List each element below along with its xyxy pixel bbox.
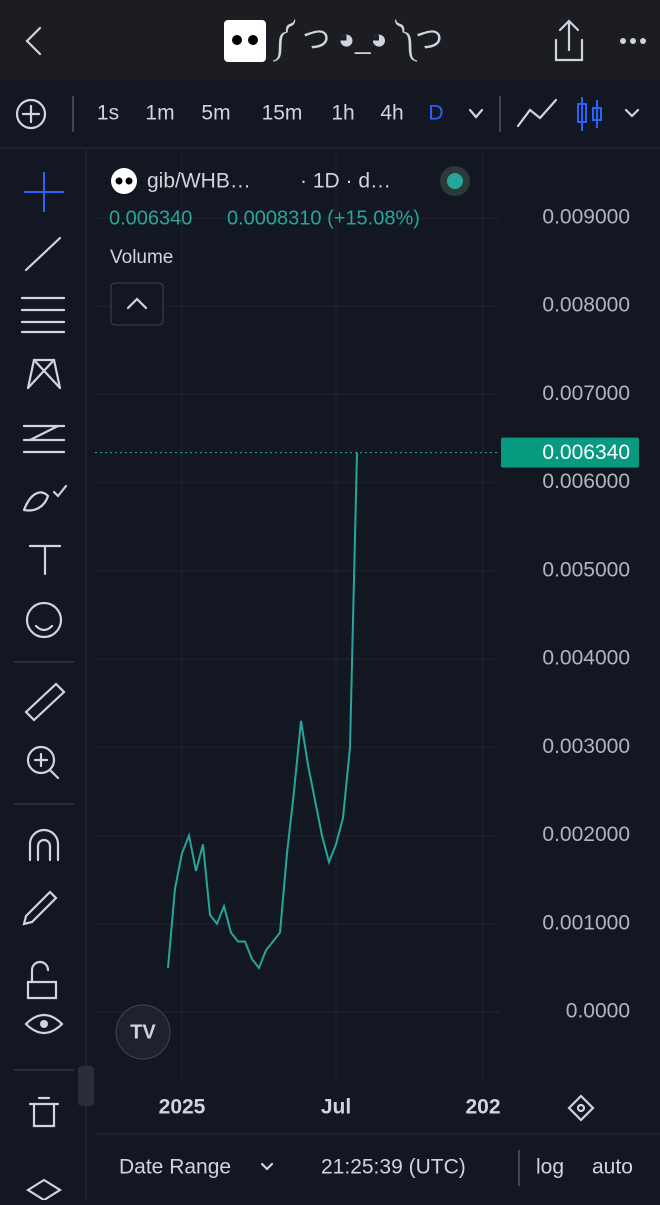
zoom-plus <box>33 752 60 780</box>
more-dot[interactable] <box>640 38 646 44</box>
projection-tool[interactable] <box>22 424 66 454</box>
token-icon <box>224 20 266 62</box>
tv-logo-mark: TV <box>130 1021 156 1043</box>
plot-area: 2025 Jul 202 0.009000 0.008000 0.007000 0.0060… <box>95 150 639 1119</box>
visibility-tool[interactable] <box>24 1013 64 1035</box>
x-tick-label: 202 <box>465 1096 500 1119</box>
trendline-tool[interactable] <box>24 236 62 272</box>
legend: gib/WHB… · 1D · d… 0.006340 0.0008310 (+… <box>109 166 470 326</box>
visibility-pupil <box>40 1020 48 1028</box>
x-tick-label: 2025 <box>159 1096 206 1119</box>
auto-toggle[interactable]: auto <box>592 1156 633 1179</box>
interval-button[interactable]: 1s <box>97 102 119 125</box>
pattern-tool[interactable] <box>26 358 62 390</box>
clock: 21:25:39 (UTC) <box>321 1156 466 1179</box>
price-line <box>167 452 358 970</box>
y-tick-label: 0.003000 <box>542 735 630 758</box>
chart-type-dropdown[interactable] <box>624 108 640 118</box>
chart-type-candles[interactable] <box>577 97 602 131</box>
symbol-name[interactable]: gib/WHB… <box>147 170 251 193</box>
symbol-icon <box>111 168 137 194</box>
interval-button[interactable]: D <box>428 102 443 125</box>
tv-logo[interactable] <box>115 1004 171 1060</box>
interval-button[interactable]: 1m <box>145 102 174 125</box>
study-name: Volume <box>110 247 173 268</box>
y-tick-label: 0.007000 <box>542 382 630 405</box>
drawing-tools <box>14 172 74 1202</box>
y-tick-label: 0.0000 <box>566 1000 630 1023</box>
y-tick-label: 0.001000 <box>542 911 630 934</box>
interval-dropdown[interactable] <box>468 108 484 119</box>
ruler-tool[interactable] <box>24 682 66 722</box>
y-tick-label: 0.002000 <box>542 823 630 846</box>
token-icon-eye <box>232 35 242 45</box>
interval-group: 1s 1m 5m 15m 1h 4h D <box>97 102 444 125</box>
fib-tool[interactable] <box>20 296 66 334</box>
token-icon-eye <box>248 35 258 45</box>
delete-tool[interactable] <box>28 1096 60 1128</box>
interval-button[interactable]: 15m <box>262 102 303 125</box>
more-dot[interactable] <box>620 38 626 44</box>
collapse-legend[interactable] <box>110 282 164 326</box>
layers-tool[interactable] <box>25 1178 63 1202</box>
add-plus <box>21 104 41 124</box>
y-tick-label: 0.009000 <box>542 205 630 228</box>
settings-dot <box>576 1103 586 1113</box>
emoji-smile <box>34 624 54 632</box>
ohlc-open: 0.006340 <box>109 207 192 229</box>
back-button[interactable] <box>25 26 42 56</box>
x-tick-label: Jul <box>321 1096 351 1119</box>
unlock-tool[interactable] <box>26 960 58 1000</box>
emoji-tool[interactable] <box>25 601 63 639</box>
log-toggle[interactable]: log <box>536 1156 564 1179</box>
y-tick-label: 0.005000 <box>542 558 630 581</box>
settings-button[interactable] <box>567 1094 595 1122</box>
header-bar <box>0 0 660 80</box>
share-button[interactable] <box>554 19 584 62</box>
interval-button[interactable]: 1h <box>331 102 354 125</box>
text-tool[interactable] <box>28 544 62 576</box>
y-tick-label: 0.006000 <box>542 470 630 493</box>
market-status <box>447 173 463 189</box>
magnet-tool[interactable] <box>28 828 60 862</box>
add-button[interactable] <box>15 98 47 130</box>
price-change: 0.0008310 (+15.08%) <box>227 207 420 229</box>
date-range-dropdown[interactable] <box>260 1162 274 1171</box>
zoom-tool[interactable] <box>26 745 56 775</box>
collapse-arrow <box>126 297 148 310</box>
date-range-button[interactable]: Date Range <box>119 1156 231 1179</box>
interval-button[interactable]: 4h <box>380 102 403 125</box>
current-price-label: 0.006340 <box>542 441 630 464</box>
interval-button[interactable]: 5m <box>201 102 230 125</box>
y-tick-label: 0.008000 <box>542 294 630 317</box>
chart-type-line[interactable] <box>516 98 558 128</box>
lock-drawing-tool[interactable] <box>22 890 58 926</box>
current-price-tag <box>501 437 639 468</box>
y-tick-label: 0.004000 <box>542 647 630 670</box>
symbol-icon-eye <box>115 177 123 185</box>
symbol-interval: · 1D · d… <box>300 170 391 193</box>
symbol-icon-eye <box>125 177 133 185</box>
brush-tool[interactable] <box>22 484 68 512</box>
more-dot[interactable] <box>630 38 636 44</box>
collapse-handle[interactable] <box>78 1066 94 1106</box>
crosshair-tool[interactable] <box>24 172 64 212</box>
